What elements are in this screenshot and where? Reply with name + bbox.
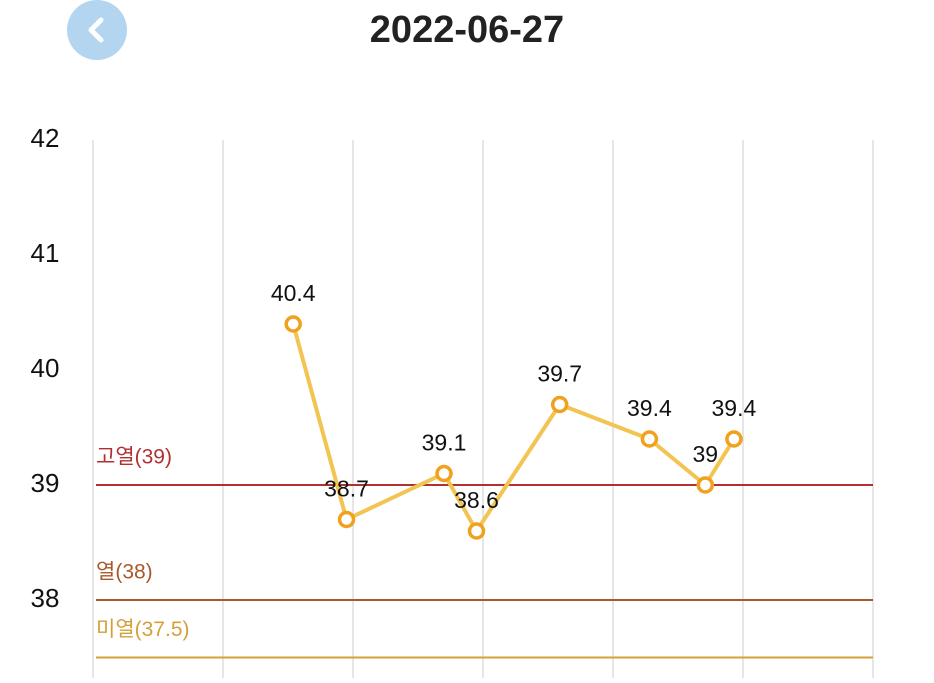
back-button-circle[interactable] — [67, 0, 127, 60]
data-point — [284, 315, 302, 333]
data-point — [435, 464, 453, 483]
data-point — [725, 430, 743, 448]
data-line — [291, 323, 736, 533]
threshold-label: 고열(39) — [96, 446, 172, 469]
data-label: 39.4 — [712, 395, 757, 421]
threshold-label: 미열(37.5) — [96, 618, 190, 641]
threshold-label: 열(38) — [96, 561, 153, 584]
data-label: 38.6 — [454, 487, 499, 513]
back-chevron[interactable] — [88, 17, 104, 43]
data-point — [467, 522, 486, 540]
data-label: 39.7 — [537, 361, 582, 387]
data-label: 39.1 — [422, 430, 467, 456]
data-label: 39.4 — [627, 395, 672, 421]
y-tick-label: 40 — [31, 353, 60, 383]
data-label: 38.7 — [324, 476, 369, 502]
data-point — [550, 395, 569, 414]
data-point — [337, 510, 356, 529]
data-point — [640, 430, 659, 448]
page-title: 2022-06-27 — [370, 9, 564, 51]
back-button[interactable] — [67, 0, 127, 60]
y-tick-label: 39 — [31, 468, 60, 498]
y-tick-label: 41 — [31, 238, 60, 268]
y-tick-label: 42 — [31, 123, 60, 153]
y-tick-label: 38 — [31, 583, 60, 613]
data-label: 40.4 — [271, 280, 316, 306]
data-point — [696, 476, 715, 494]
data-label: 39 — [693, 441, 719, 467]
